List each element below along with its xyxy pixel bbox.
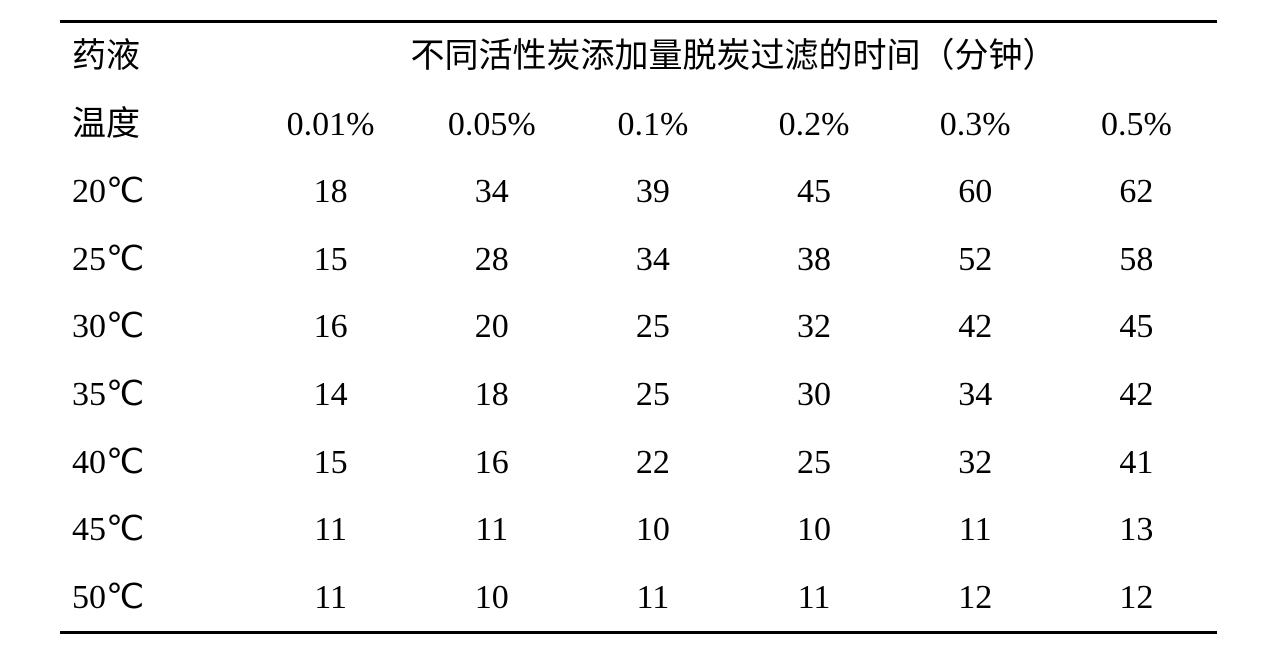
- data-cell: 18: [411, 361, 572, 429]
- row-label: 25℃: [60, 226, 250, 294]
- data-table: 药液 不同活性炭添加量脱炭过滤的时间（分钟） 温度 0.01% 0.05% 0.…: [60, 20, 1217, 634]
- data-cell: 22: [572, 429, 733, 497]
- data-cell: 12: [1056, 564, 1217, 633]
- row-header-label-line2: 温度: [60, 91, 250, 159]
- data-cell: 60: [895, 158, 1056, 226]
- data-cell: 12: [895, 564, 1056, 633]
- row-label: 50℃: [60, 564, 250, 633]
- column-header: 0.1%: [572, 91, 733, 159]
- data-cell: 30: [733, 361, 894, 429]
- data-cell: 11: [250, 564, 411, 633]
- data-cell: 38: [733, 226, 894, 294]
- row-label: 45℃: [60, 496, 250, 564]
- column-header: 0.3%: [895, 91, 1056, 159]
- table-row: 30℃ 16 20 25 32 42 45: [60, 293, 1217, 361]
- data-cell: 42: [895, 293, 1056, 361]
- data-cell: 62: [1056, 158, 1217, 226]
- data-cell: 42: [1056, 361, 1217, 429]
- data-cell: 45: [1056, 293, 1217, 361]
- table-row: 20℃ 18 34 39 45 60 62: [60, 158, 1217, 226]
- data-cell: 11: [733, 564, 894, 633]
- filtration-time-table: 药液 不同活性炭添加量脱炭过滤的时间（分钟） 温度 0.01% 0.05% 0.…: [0, 0, 1277, 654]
- data-cell: 32: [895, 429, 1056, 497]
- row-header-label-line1: 药液: [60, 22, 250, 91]
- data-cell: 10: [411, 564, 572, 633]
- data-cell: 45: [733, 158, 894, 226]
- data-cell: 18: [250, 158, 411, 226]
- data-cell: 15: [250, 429, 411, 497]
- table-row: 45℃ 11 11 10 10 11 13: [60, 496, 1217, 564]
- row-label: 40℃: [60, 429, 250, 497]
- data-cell: 32: [733, 293, 894, 361]
- data-cell: 16: [250, 293, 411, 361]
- table-row: 50℃ 11 10 11 11 12 12: [60, 564, 1217, 633]
- data-cell: 25: [733, 429, 894, 497]
- group-header: 不同活性炭添加量脱炭过滤的时间（分钟）: [250, 22, 1217, 91]
- data-cell: 52: [895, 226, 1056, 294]
- row-label: 20℃: [60, 158, 250, 226]
- data-cell: 28: [411, 226, 572, 294]
- data-cell: 11: [895, 496, 1056, 564]
- data-cell: 25: [572, 361, 733, 429]
- data-cell: 11: [572, 564, 733, 633]
- column-header: 0.01%: [250, 91, 411, 159]
- data-cell: 58: [1056, 226, 1217, 294]
- table-row: 40℃ 15 16 22 25 32 41: [60, 429, 1217, 497]
- data-cell: 34: [895, 361, 1056, 429]
- column-header: 0.05%: [411, 91, 572, 159]
- table-row: 35℃ 14 18 25 30 34 42: [60, 361, 1217, 429]
- column-header: 0.5%: [1056, 91, 1217, 159]
- data-cell: 11: [250, 496, 411, 564]
- row-label: 30℃: [60, 293, 250, 361]
- data-cell: 13: [1056, 496, 1217, 564]
- data-cell: 16: [411, 429, 572, 497]
- data-cell: 15: [250, 226, 411, 294]
- data-cell: 14: [250, 361, 411, 429]
- row-label: 35℃: [60, 361, 250, 429]
- data-cell: 39: [572, 158, 733, 226]
- data-cell: 10: [733, 496, 894, 564]
- data-cell: 41: [1056, 429, 1217, 497]
- data-cell: 25: [572, 293, 733, 361]
- data-cell: 10: [572, 496, 733, 564]
- data-cell: 20: [411, 293, 572, 361]
- data-cell: 11: [411, 496, 572, 564]
- data-cell: 34: [572, 226, 733, 294]
- data-cell: 34: [411, 158, 572, 226]
- column-header: 0.2%: [733, 91, 894, 159]
- table-row: 25℃ 15 28 34 38 52 58: [60, 226, 1217, 294]
